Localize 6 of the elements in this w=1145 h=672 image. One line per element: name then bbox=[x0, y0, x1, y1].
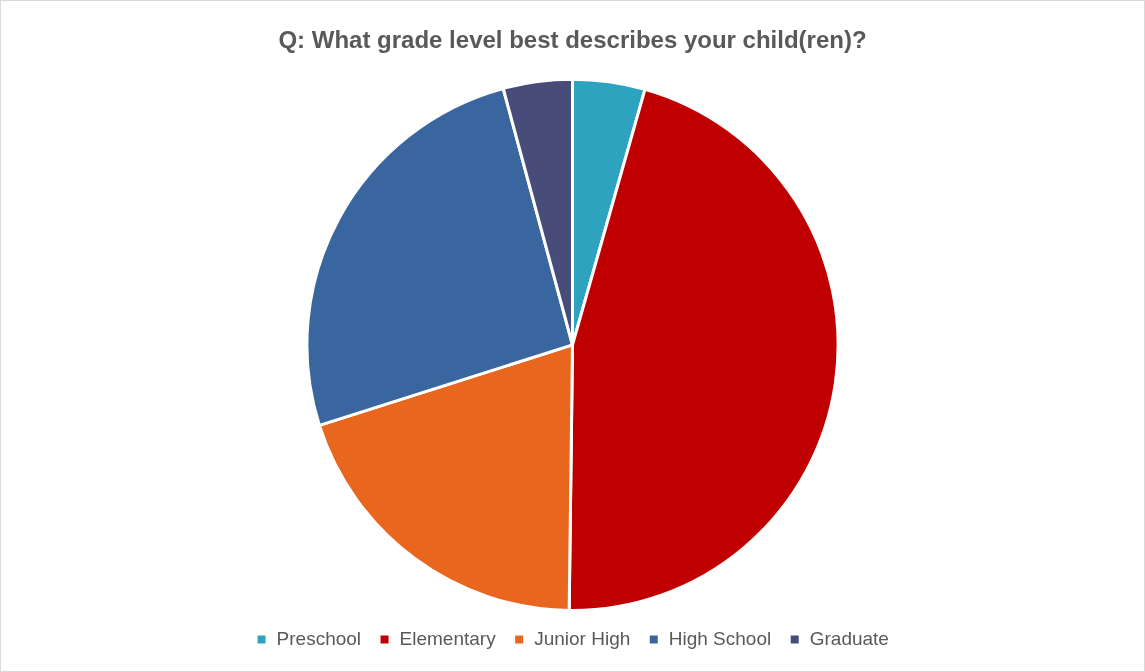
legend-label: Graduate bbox=[809, 627, 889, 649]
legend-label: Preschool bbox=[276, 627, 362, 649]
legend-label: Junior High bbox=[534, 627, 631, 649]
legend-label: High School bbox=[668, 627, 772, 649]
legend-label: Elementary bbox=[399, 627, 497, 649]
chart-title: Q: What grade level best describes your child(ren)? bbox=[278, 26, 867, 54]
